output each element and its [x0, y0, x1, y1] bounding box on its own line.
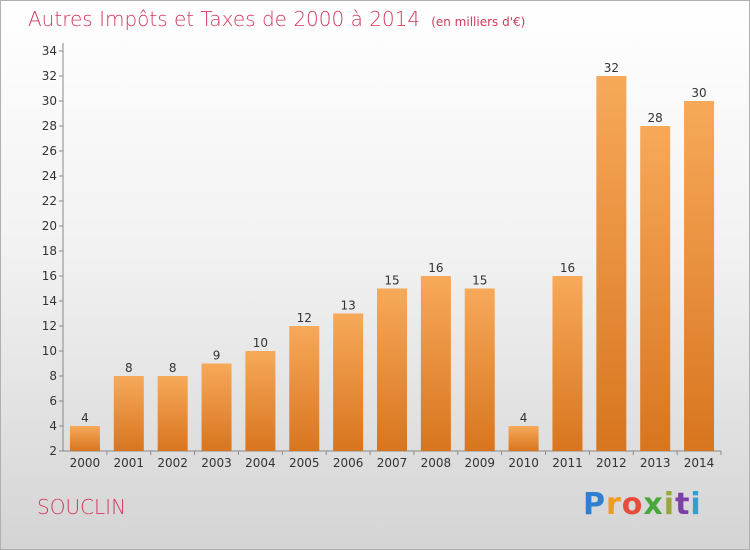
- bar: [69, 426, 100, 451]
- x-tick-label: 2008: [421, 456, 452, 470]
- logo-letter: x: [643, 487, 664, 522]
- x-tick-label: 2005: [289, 456, 320, 470]
- y-tick-label: 32: [42, 69, 57, 83]
- data-label: 15: [384, 274, 399, 288]
- proxiti-logo: Proxiti: [583, 487, 702, 522]
- x-tick-label: 2000: [70, 456, 101, 470]
- bars: [69, 76, 715, 451]
- data-label: 28: [648, 111, 663, 125]
- logo-letter: P: [583, 487, 606, 522]
- bar: [201, 363, 232, 451]
- x-tick-label: 2011: [552, 456, 583, 470]
- data-label: 8: [169, 361, 177, 375]
- x-tick-label: 2003: [201, 456, 232, 470]
- y-tick-label: 24: [42, 169, 57, 183]
- bar: [245, 351, 276, 451]
- bar: [377, 288, 407, 451]
- unit-text: (en milliers d'€): [431, 15, 526, 29]
- logo-letter: r: [606, 487, 622, 522]
- x-tick-label: 2002: [157, 456, 188, 470]
- bar: [289, 326, 320, 451]
- x-tick-label: 2006: [333, 456, 364, 470]
- y-tick-label: 20: [42, 219, 57, 233]
- data-label: 10: [253, 336, 268, 350]
- data-label: 15: [472, 274, 487, 288]
- place-name: SOUCLIN: [37, 495, 127, 519]
- y-tick-label: 14: [42, 294, 57, 308]
- bar: [552, 276, 583, 451]
- data-label: 12: [297, 311, 312, 325]
- data-label: 16: [560, 261, 575, 275]
- chart-title: Autres Impôts et Taxes de 2000 à 2014 (e…: [28, 7, 525, 31]
- x-tick-label: 2009: [464, 456, 495, 470]
- y-tick-label: 26: [42, 144, 57, 158]
- y-tick-label: 2: [49, 444, 57, 458]
- y-tick-label: 34: [42, 44, 57, 58]
- logo-letter: t: [675, 487, 691, 522]
- y-tick-label: 4: [49, 419, 57, 433]
- logo-letter: o: [621, 487, 644, 522]
- y-tick-label: 18: [42, 244, 57, 258]
- bar: [640, 126, 671, 451]
- x-tick-label: 2007: [377, 456, 408, 470]
- y-tick-label: 10: [42, 344, 57, 358]
- data-label: 8: [125, 361, 133, 375]
- bar: [420, 276, 451, 451]
- y-tick-label: 28: [42, 119, 57, 133]
- bar: [684, 101, 715, 451]
- x-tick-label: 2012: [596, 456, 627, 470]
- y-tick-label: 12: [42, 319, 57, 333]
- data-label: 13: [340, 299, 355, 313]
- bar: [113, 376, 144, 451]
- bar: [596, 76, 627, 451]
- x-tick-label: 2001: [114, 456, 145, 470]
- bar: [508, 426, 539, 451]
- y-tick-label: 16: [42, 269, 57, 283]
- data-label: 32: [604, 61, 619, 75]
- x-tick-label: 2004: [245, 456, 276, 470]
- data-label: 4: [520, 411, 528, 425]
- bar: [157, 376, 188, 451]
- data-label: 9: [213, 349, 221, 363]
- x-tick-label: 2014: [684, 456, 715, 470]
- y-tick-label: 30: [42, 94, 57, 108]
- x-tick-label: 2010: [508, 456, 539, 470]
- data-label: 4: [81, 411, 89, 425]
- x-tick-label: 2013: [640, 456, 671, 470]
- bar: [333, 313, 364, 451]
- logo-letter: i: [690, 487, 702, 522]
- data-label: 16: [428, 261, 443, 275]
- logo-letter: i: [663, 487, 676, 522]
- title-text: Autres Impôts et Taxes de 2000 à 2014: [28, 7, 421, 31]
- bar: [464, 288, 495, 451]
- y-tick-label: 8: [49, 369, 57, 383]
- y-tick-label: 22: [42, 194, 57, 208]
- data-label: 30: [691, 86, 706, 100]
- y-tick-label: 6: [49, 394, 57, 408]
- data-labels: 4 8 8 9 10 12 13 15 16 15 4 16 32 28 30: [81, 61, 707, 425]
